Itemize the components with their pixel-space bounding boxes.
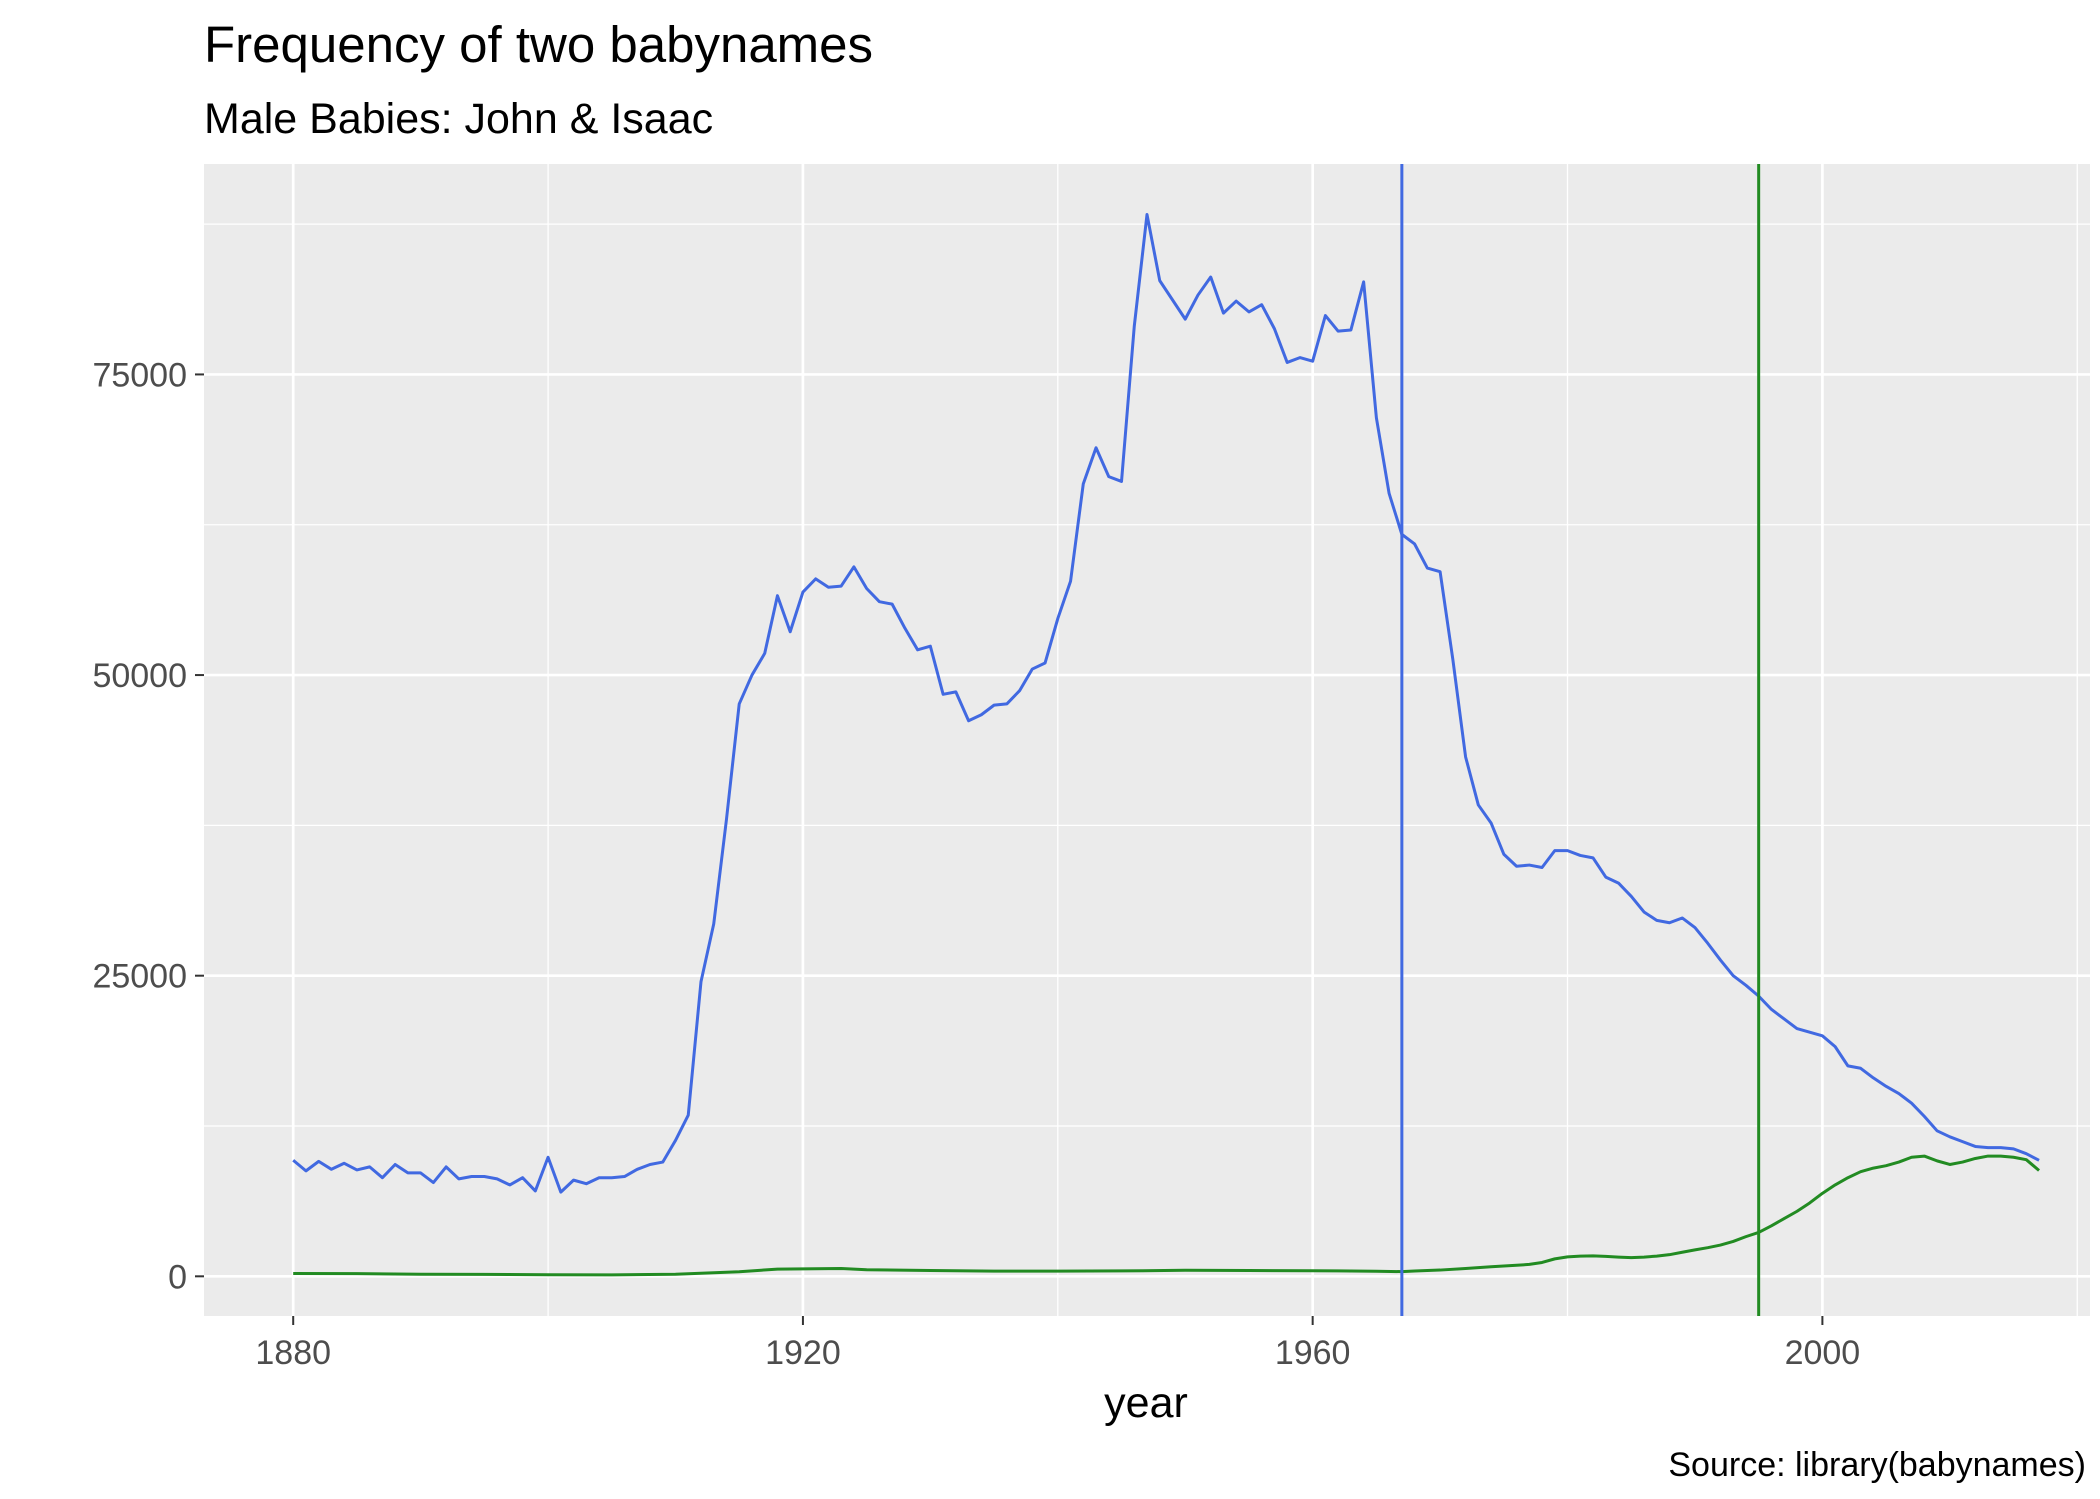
series-lines: [292, 213, 2041, 1277]
y-tick-label: 25000: [92, 958, 187, 996]
x-tick-label: 1960: [1275, 1334, 1351, 1372]
x-axis-title: year: [1104, 1379, 1188, 1427]
chart-caption: Source: library(babynames): [1668, 1446, 2086, 1484]
plot-panel: [204, 164, 2090, 1316]
series-line-2: [293, 1154, 2041, 1277]
minor-gridlines: [204, 164, 2090, 1316]
x-tick-label: 1880: [255, 1334, 331, 1372]
chart-title: Frequency of two babynames: [204, 16, 873, 73]
reference-lines: [1400, 164, 1761, 1316]
x-tick-label: 2000: [1785, 1334, 1861, 1372]
y-tick-label: 50000: [92, 657, 187, 695]
y-tick-label: 0: [168, 1258, 187, 1296]
axis-ticks: [195, 373, 1824, 1325]
series-line-1: [292, 213, 2040, 1194]
y-tick-label: 75000: [92, 356, 187, 394]
x-tick-label: 1920: [765, 1334, 841, 1372]
chart-subtitle: Male Babies: John & Isaac: [204, 95, 713, 143]
